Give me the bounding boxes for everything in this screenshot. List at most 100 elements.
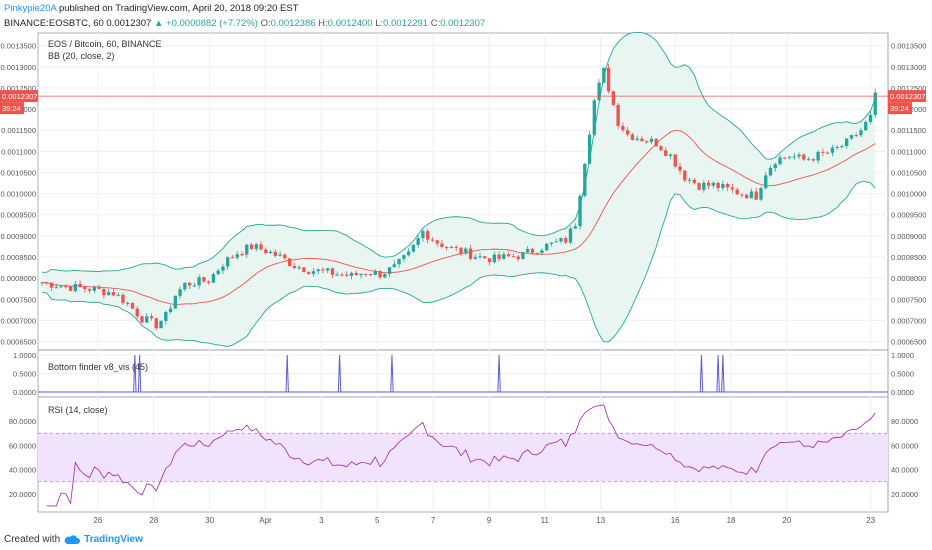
low-label: L:: [375, 18, 384, 29]
candle-body: [216, 270, 220, 275]
candle-body: [278, 254, 282, 256]
open-label: O:: [260, 18, 271, 29]
candle-body: [306, 272, 311, 274]
candle-body: [692, 179, 696, 184]
candle-body: [483, 256, 487, 259]
candle-body: [697, 183, 701, 190]
footer-created: Created with: [4, 534, 61, 545]
finder-tick-left: 0.0000: [13, 388, 36, 397]
candle-body: [649, 138, 654, 142]
candle-body: [292, 266, 297, 269]
candle-body: [564, 238, 568, 243]
rsi-tick-right: 60.0000: [891, 441, 918, 450]
candle-body: [368, 274, 373, 276]
candle-body: [668, 154, 673, 156]
price-tick-left: 0.0009500: [1, 211, 36, 220]
price-tag-right: [888, 90, 926, 103]
candle-body: [616, 104, 620, 126]
price-tick-right: 0.0009500: [891, 211, 926, 220]
candle-body: [583, 163, 587, 196]
symbol-info: BINANCE:EOSBTC, 60 0.0012307 ▲ +0.000088…: [4, 18, 485, 29]
candle-body: [754, 191, 758, 200]
candle-body: [478, 256, 482, 258]
candle-body: [797, 154, 801, 157]
author-link[interactable]: Pinkypie20A: [4, 3, 57, 14]
candle-body: [578, 195, 582, 227]
candle-body: [126, 302, 130, 304]
candle-body: [459, 247, 463, 254]
candle-body: [206, 281, 211, 283]
candle-body: [664, 150, 668, 156]
bb-fill: [42, 32, 876, 347]
candle-body: [54, 287, 58, 289]
candle-body: [97, 286, 101, 289]
finder-spike: [137, 354, 142, 393]
candle-body: [573, 226, 577, 229]
candle-body: [326, 268, 330, 271]
candle-body: [359, 273, 363, 276]
time-tick: 7: [431, 516, 436, 525]
price-tick-right: 0.0010000: [891, 190, 926, 199]
candle-body: [511, 256, 516, 258]
candle-body: [421, 231, 425, 239]
candle-body: [683, 170, 687, 181]
candle-body: [140, 316, 144, 323]
candle-body: [330, 268, 335, 275]
rsi-tick-right: 20.0000: [891, 490, 918, 499]
candle-body: [59, 286, 63, 288]
price-tick-right: 0.0013500: [891, 42, 926, 51]
price-tick-right: 0.0007000: [891, 316, 926, 325]
candle-body: [397, 258, 401, 265]
bb-label: BB (20, close, 2): [48, 51, 115, 61]
candle-body: [349, 272, 354, 276]
candle-body: [764, 175, 768, 189]
candle-body: [245, 244, 249, 255]
candle-body: [806, 159, 811, 161]
candle-body: [792, 156, 796, 158]
candle-body: [525, 249, 530, 253]
candle-body: [402, 255, 406, 259]
candle-body: [440, 243, 444, 247]
candle-body: [178, 289, 182, 296]
candle-body: [249, 244, 254, 249]
published-text: published on TradingView.com, April 20, …: [58, 3, 299, 14]
finder-spike: [390, 354, 394, 393]
candle-body: [787, 156, 792, 158]
candle-body: [435, 240, 439, 244]
tradingview-logo[interactable]: TradingView: [84, 534, 143, 545]
bb-upper: [41, 31, 876, 273]
finder-spike: [721, 354, 725, 393]
candle-body: [183, 282, 187, 290]
open-value: 0.0012386: [270, 18, 316, 29]
price-tick-right: 0.0011500: [891, 126, 926, 135]
candle-body: [802, 154, 806, 160]
price-tick-right: 0.0009000: [891, 232, 926, 241]
candle-body: [411, 244, 416, 252]
candle-body: [445, 246, 449, 248]
price-tick-left: 0.0012500: [1, 84, 36, 93]
candle-body: [621, 125, 625, 131]
candle-body: [497, 254, 501, 259]
price-tick-left: 0.0010500: [1, 168, 36, 177]
price-tick-right: 0.0006500: [891, 338, 926, 347]
high-label: H:: [318, 18, 328, 29]
price-tick-left: 0.0006500: [1, 338, 36, 347]
candle-body: [83, 287, 87, 290]
candle-body: [706, 182, 711, 186]
finder-spike: [133, 354, 137, 393]
candle-body: [864, 121, 868, 131]
candle-body: [192, 285, 197, 287]
candle-body: [321, 269, 325, 271]
candle-body: [449, 246, 454, 248]
candle-body: [311, 271, 316, 274]
time-tick: 5: [375, 516, 380, 525]
candle-body: [240, 254, 244, 256]
candle-body: [392, 264, 397, 268]
candle-body: [111, 292, 116, 296]
price-tick-right: 0.0011000: [891, 147, 926, 156]
change: ▲ +0.0000882 (+7.72%): [153, 18, 258, 29]
candle-body: [811, 159, 816, 161]
candle-body: [659, 146, 663, 151]
candle-body: [587, 134, 592, 164]
